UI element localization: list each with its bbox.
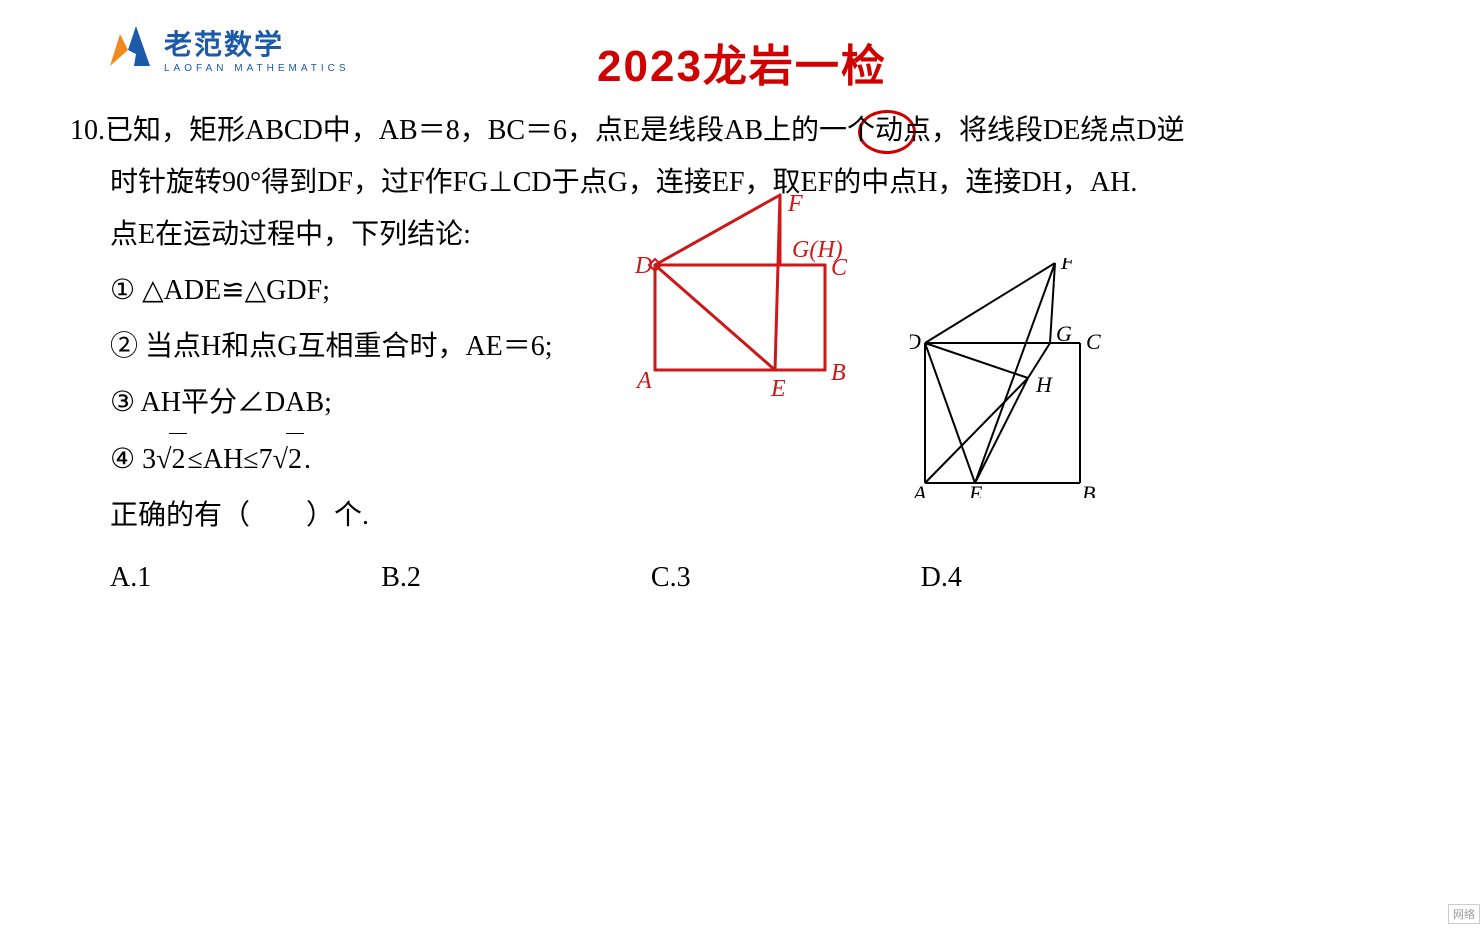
option-b: B.2 bbox=[381, 552, 421, 604]
s4-prefix: ④ 3 bbox=[110, 444, 156, 475]
sqrt-icon: 2 bbox=[273, 433, 304, 486]
page-title: 2023龙岩一检 bbox=[0, 30, 1484, 94]
option-c: C.3 bbox=[651, 552, 691, 604]
options-row: A.1 B.2 C.3 D.4 bbox=[70, 552, 1390, 604]
statement-4: ④ 32≤AH≤72. bbox=[70, 433, 1390, 486]
statement-1: ① △ADE≌△GDF; bbox=[70, 265, 1390, 317]
stem-line-1: 10.已知，矩形ABCD中，AB＝8，BC＝6，点E是线段AB上的一个动点，将线… bbox=[70, 105, 1390, 157]
option-a: A.1 bbox=[110, 552, 151, 604]
stem-line-3: 点E在运动过程中，下列结论: bbox=[70, 209, 1390, 261]
corner-watermark: 网络 bbox=[1448, 904, 1480, 924]
statement-2: ② 当点H和点G互相重合时，AE＝6; bbox=[70, 321, 1390, 373]
statement-3: ③ AH平分∠DAB; bbox=[70, 377, 1390, 429]
s4-root2: 2 bbox=[286, 433, 304, 486]
problem-block: 10.已知，矩形ABCD中，AB＝8，BC＝6，点E是线段AB上的一个动点，将线… bbox=[70, 105, 1390, 604]
page-root: 老范数学 LAOFAN MATHEMATICS 2023龙岩一检 10.已知，矩… bbox=[0, 0, 1484, 928]
prompt-line: 正确的有（ ）个. bbox=[70, 490, 1390, 542]
s4-root1: 2 bbox=[169, 433, 187, 486]
s4-mid: ≤AH≤7 bbox=[187, 444, 272, 475]
option-d: D.4 bbox=[921, 552, 962, 604]
sqrt-icon: 2 bbox=[156, 433, 187, 486]
s4-suffix: . bbox=[304, 444, 311, 475]
stem-line-2: 时针旋转90°得到DF，过F作FG⊥CD于点G，连接EF，取EF的中点H，连接D… bbox=[70, 157, 1390, 209]
